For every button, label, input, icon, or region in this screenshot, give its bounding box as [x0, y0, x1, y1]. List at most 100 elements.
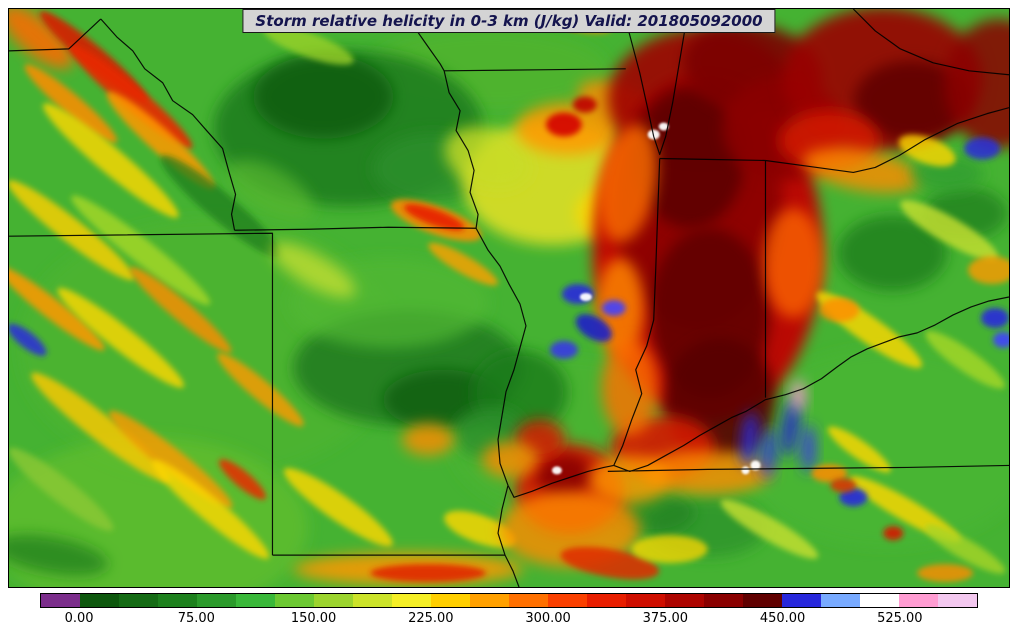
field-blob [601, 299, 626, 316]
field-blob [900, 200, 998, 261]
field-blob [24, 64, 118, 143]
field-blob [575, 314, 612, 342]
field-blob [57, 287, 185, 388]
border-wisconsin-illinois [444, 68, 626, 72]
field-blob [9, 534, 109, 576]
field-blob [737, 347, 1009, 548]
field-blob [108, 410, 233, 509]
field-blob [579, 293, 592, 301]
colorbar-segment [821, 594, 860, 607]
field-blob [993, 331, 1009, 348]
colorbar-swatches [40, 593, 978, 608]
field-blob [572, 96, 597, 113]
state-boundaries [9, 9, 1009, 587]
field-blob [402, 423, 455, 456]
colorbar-segment [470, 594, 509, 607]
field-blob [9, 180, 135, 281]
border-indiana-north [659, 157, 766, 162]
colorbar: 0.00 75.00 150.00 225.00 300.00 375.00 450.00 5… [40, 593, 978, 629]
colorbar-segment [158, 594, 197, 607]
field-blob [549, 340, 578, 359]
map-plot: Storm relative helicity in 0-3 km (J/kg)… [8, 8, 1010, 588]
field-blob [898, 134, 956, 167]
field-blob [151, 459, 270, 559]
field-blob [631, 535, 708, 564]
field-blob [482, 441, 538, 478]
border-ohio-river-lower [507, 464, 614, 498]
colorbar-segment [431, 594, 470, 607]
field-blob [854, 60, 971, 141]
field-blob [791, 379, 806, 412]
field-blob [781, 397, 800, 458]
field-blob [763, 208, 824, 318]
colorbar-segment [743, 594, 782, 607]
field-blob [560, 546, 660, 580]
field-blob [43, 103, 179, 218]
field-blob [925, 330, 1005, 389]
field-blob [444, 510, 517, 548]
field-blob [750, 460, 761, 471]
colorbar-segment [899, 594, 938, 607]
colorbar-tick-label: 450.00 [759, 611, 806, 626]
field-blob [925, 524, 1006, 574]
colorbar-segment [938, 594, 977, 607]
border-kentucky-tennessee [607, 464, 1009, 472]
field-blob [9, 9, 74, 69]
colorbar-segment [704, 594, 743, 607]
colorbar-tick-label: 0.00 [64, 611, 94, 626]
field-blob [741, 466, 750, 475]
field-blob [71, 195, 211, 305]
colorbar-segment [80, 594, 119, 607]
border-iowa-south [234, 226, 477, 231]
field-blob [981, 307, 1009, 328]
field-blob [551, 466, 562, 475]
helicity-field-svg [9, 9, 1009, 587]
field-blob [370, 564, 487, 583]
field-blob [283, 468, 393, 547]
field-blob [883, 526, 904, 541]
field-blob [253, 54, 394, 139]
field-blob [589, 455, 670, 504]
field-blob [601, 339, 658, 436]
plot-title-box: Storm relative helicity in 0-3 km (J/kg)… [242, 9, 776, 33]
border-lake-michigan [622, 9, 690, 156]
colorbar-segment [197, 594, 236, 607]
field-blob [263, 25, 354, 65]
colorbar-tick-labels: 0.00 75.00 150.00 225.00 300.00 375.00 450.00 5… [40, 608, 978, 628]
colorbar-segment [860, 594, 899, 607]
colorbar-segment [587, 594, 626, 607]
colorbar-segment [314, 594, 353, 607]
field-blob [827, 426, 891, 473]
field-blob [160, 155, 281, 258]
field-blob [271, 242, 356, 298]
field-blob [964, 137, 1001, 160]
colorbar-segment [41, 594, 80, 607]
field-blob [720, 499, 819, 559]
field-blob [404, 204, 465, 231]
border-michigan-ohio-erie [765, 107, 1009, 174]
plot-title: Storm relative helicity in 0-3 km (J/kg)… [255, 12, 763, 30]
field-blob [69, 44, 193, 149]
field-blob [227, 159, 314, 221]
field-blob [545, 112, 582, 137]
field-blob [830, 478, 857, 493]
field-blob [944, 18, 1009, 149]
field-blob [535, 453, 592, 498]
field-blob [9, 447, 114, 531]
colorbar-tick-label: 225.00 [408, 611, 454, 626]
field-blob [968, 256, 1009, 285]
colorbar-tick-label: 75.00 [177, 611, 215, 626]
field-blob [819, 298, 860, 322]
field-blob [598, 124, 658, 243]
colorbar-tick-label: 525.00 [877, 611, 923, 626]
field-blob [642, 450, 773, 495]
field-blob [917, 564, 974, 583]
field-blob [500, 491, 640, 568]
border-mississippi-south [497, 485, 520, 587]
colorbar-segment [353, 594, 392, 607]
field-blob [658, 122, 669, 131]
colorbar-segment [119, 594, 158, 607]
border-lake-huron-shore [852, 9, 1009, 76]
border-illinois-indiana [613, 158, 661, 466]
